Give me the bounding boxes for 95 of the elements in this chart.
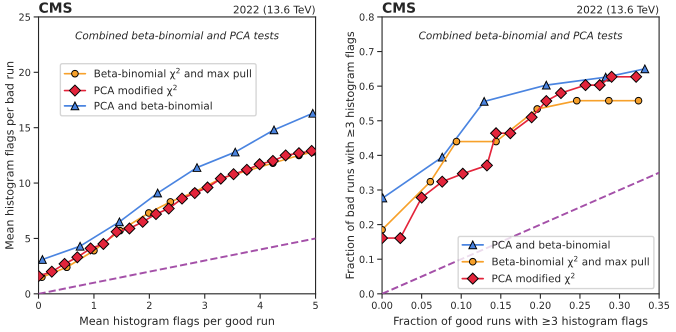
y-tick-label: 0.6	[360, 82, 374, 90]
point	[162, 202, 175, 215]
point	[136, 216, 149, 228]
x-tick-label: 0.15	[490, 302, 511, 309]
y-tick-label: 0.7	[360, 48, 374, 56]
legend-label: PCA modified χ$^{2}$	[94, 84, 177, 96]
legend-label: PCA and beta-binomial	[492, 240, 610, 249]
point	[254, 158, 266, 170]
point	[436, 176, 448, 188]
x-tick-label: 5	[313, 302, 318, 309]
x-tick-label: 3	[202, 302, 208, 309]
x-axis-title: Mean histogram flags per good run	[80, 316, 274, 328]
x-tick-label: 0.25	[570, 302, 590, 309]
x-tick-label: 0.30	[609, 302, 630, 309]
x-tick-label: 4	[258, 302, 263, 309]
point	[630, 70, 642, 83]
point	[480, 97, 489, 106]
y-tick-label: 0.3	[360, 186, 374, 194]
point	[110, 226, 123, 238]
text: 2022 (13.6 TeV)	[234, 5, 315, 15]
point	[38, 255, 47, 264]
legend-label: Beta-binomial χ$^{2}$ and max pull	[94, 68, 251, 80]
y-tick-label: 0.5	[360, 117, 374, 125]
point	[426, 178, 434, 186]
y-tick-label: 0.1	[360, 256, 374, 264]
legend-label: PCA and beta-binomial	[94, 102, 212, 110]
x-axis-title: Fraction of good runs with ≥3 histogram flags	[394, 316, 648, 328]
annotation: Combined beta-binomial and PCA tests	[419, 31, 622, 40]
point	[634, 96, 642, 105]
x-tick-label: 1	[92, 302, 96, 309]
point	[192, 163, 202, 172]
point	[115, 217, 124, 226]
y-tick-label: 25	[19, 13, 30, 21]
point	[490, 127, 502, 140]
x-tick-label: 0.00	[372, 302, 392, 309]
y-tick-label: 15	[20, 124, 30, 132]
x-tick-label: 2	[146, 302, 152, 309]
point	[594, 79, 606, 92]
point	[176, 192, 188, 205]
point	[572, 96, 581, 105]
point	[606, 70, 618, 83]
point	[456, 168, 469, 180]
point	[394, 232, 406, 244]
point	[605, 96, 613, 105]
text: 2022 (13.6 TeV)	[577, 5, 658, 15]
text: CMS	[39, 2, 72, 13]
point	[71, 251, 84, 264]
point	[123, 222, 136, 234]
point	[580, 79, 592, 92]
y-tick-label: 20	[19, 68, 30, 76]
legend-label: Beta-binomial χ$^{2}$ and max pull	[492, 256, 649, 268]
point	[97, 238, 110, 250]
point	[308, 108, 316, 118]
point	[202, 182, 214, 194]
point	[266, 154, 279, 167]
annotation: Combined beta-binomial and PCA tests	[76, 31, 279, 40]
point	[480, 159, 493, 172]
x-tick-label: 0.20	[530, 302, 551, 309]
y-tick-label: 0.8	[360, 13, 374, 21]
y-tick-label: 10	[20, 180, 30, 187]
point	[640, 64, 650, 74]
y-tick-label: 5	[25, 235, 30, 242]
y-axis-title: Fraction of bad runs with ≥3 histogram flags	[345, 32, 356, 278]
point	[540, 95, 552, 108]
point	[504, 127, 516, 140]
point	[150, 208, 162, 220]
point	[58, 258, 71, 270]
point	[188, 187, 201, 200]
x-tick-label: 0	[36, 302, 41, 309]
point	[76, 242, 84, 251]
point	[46, 266, 58, 278]
legend-label: PCA modified χ$^{2}$	[492, 272, 574, 284]
y-tick-label: 0	[25, 290, 30, 298]
point	[292, 147, 305, 160]
y-tick-label: 0.0	[360, 290, 374, 298]
x-tick-label: 0.35	[648, 302, 670, 309]
point	[452, 138, 460, 146]
y-axis-title: Mean histogram flags per bad run	[4, 62, 16, 249]
point	[270, 126, 278, 134]
point	[554, 87, 567, 100]
text: CMS	[382, 2, 416, 13]
point	[280, 149, 292, 162]
point	[230, 148, 240, 156]
point	[240, 164, 253, 176]
x-tick-label: 0.10	[451, 302, 472, 309]
point	[214, 172, 227, 185]
point	[84, 242, 97, 254]
point	[228, 168, 240, 180]
y-tick-label: 0.2	[360, 221, 374, 228]
x-tick-label: 0.05	[411, 302, 432, 309]
y-tick-label: 0.4	[360, 152, 374, 160]
point	[526, 111, 538, 124]
point	[542, 80, 551, 90]
point	[153, 188, 162, 198]
point	[416, 192, 428, 204]
